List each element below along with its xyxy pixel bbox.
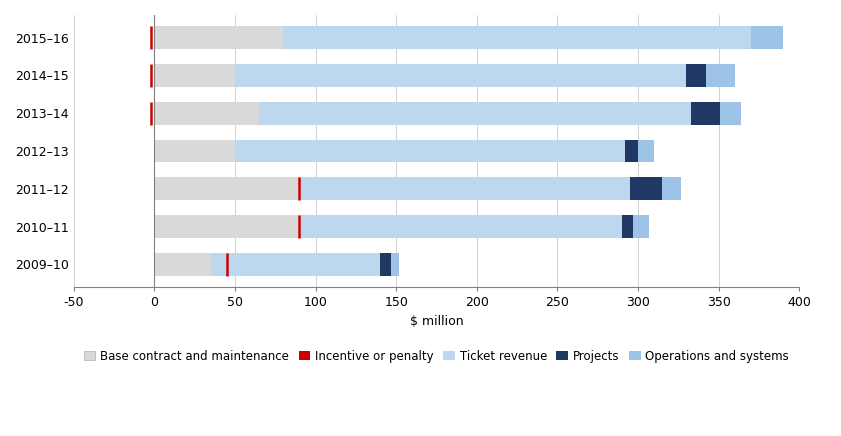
Bar bbox=[155, 177, 299, 200]
Bar bbox=[235, 140, 625, 162]
Bar bbox=[259, 102, 691, 125]
Bar bbox=[235, 64, 686, 87]
Bar bbox=[706, 64, 735, 87]
Bar bbox=[391, 253, 399, 276]
Bar bbox=[211, 253, 380, 276]
Bar bbox=[621, 215, 633, 238]
Bar bbox=[720, 102, 741, 125]
Bar bbox=[155, 26, 283, 49]
Bar bbox=[299, 215, 621, 238]
X-axis label: $ million: $ million bbox=[410, 314, 463, 327]
Bar bbox=[662, 177, 681, 200]
Bar bbox=[283, 26, 751, 49]
Bar bbox=[686, 64, 706, 87]
Bar bbox=[155, 215, 299, 238]
Bar bbox=[155, 140, 235, 162]
Bar bbox=[155, 253, 211, 276]
Bar bbox=[633, 215, 649, 238]
Bar bbox=[691, 102, 720, 125]
Bar bbox=[625, 140, 638, 162]
Bar bbox=[155, 102, 259, 125]
Bar bbox=[380, 253, 391, 276]
Bar bbox=[630, 177, 662, 200]
Bar bbox=[299, 177, 630, 200]
Legend: Base contract and maintenance, Incentive or penalty, Ticket revenue, Projects, O: Base contract and maintenance, Incentive… bbox=[83, 350, 789, 363]
Bar bbox=[638, 140, 654, 162]
Bar bbox=[751, 26, 783, 49]
Bar bbox=[155, 64, 235, 87]
